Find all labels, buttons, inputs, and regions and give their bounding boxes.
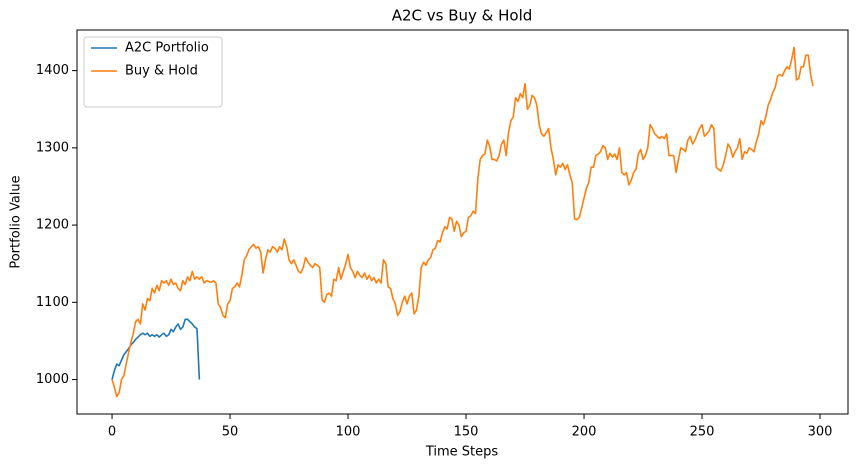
- y-tick-label: 1200: [36, 218, 69, 233]
- x-tick-label: 300: [808, 425, 833, 440]
- x-tick-label: 200: [572, 425, 597, 440]
- x-tick-label: 100: [336, 425, 361, 440]
- x-tick-label: 250: [690, 425, 715, 440]
- plot-frame: [76, 29, 849, 415]
- x-tick-label: 0: [108, 425, 116, 440]
- x-tick-label: 50: [222, 425, 239, 440]
- y-axis-label: Portfolio Value: [9, 175, 24, 268]
- y-tick-label: 1100: [36, 295, 69, 310]
- x-tick-label: 150: [454, 425, 479, 440]
- legend-box: [83, 36, 223, 108]
- series-line: [111, 318, 201, 380]
- y-tick-label: 1000: [36, 372, 69, 387]
- y-tick-label: 1300: [36, 140, 69, 155]
- y-tick-label: 1400: [36, 63, 69, 78]
- legend-label: A2C Portfolio: [125, 41, 209, 56]
- x-axis-label: Time Steps: [425, 445, 499, 460]
- series-line: [111, 46, 814, 398]
- legend-label: Buy & Hold: [125, 64, 198, 79]
- chart-title: A2C vs Buy & Hold: [392, 7, 533, 25]
